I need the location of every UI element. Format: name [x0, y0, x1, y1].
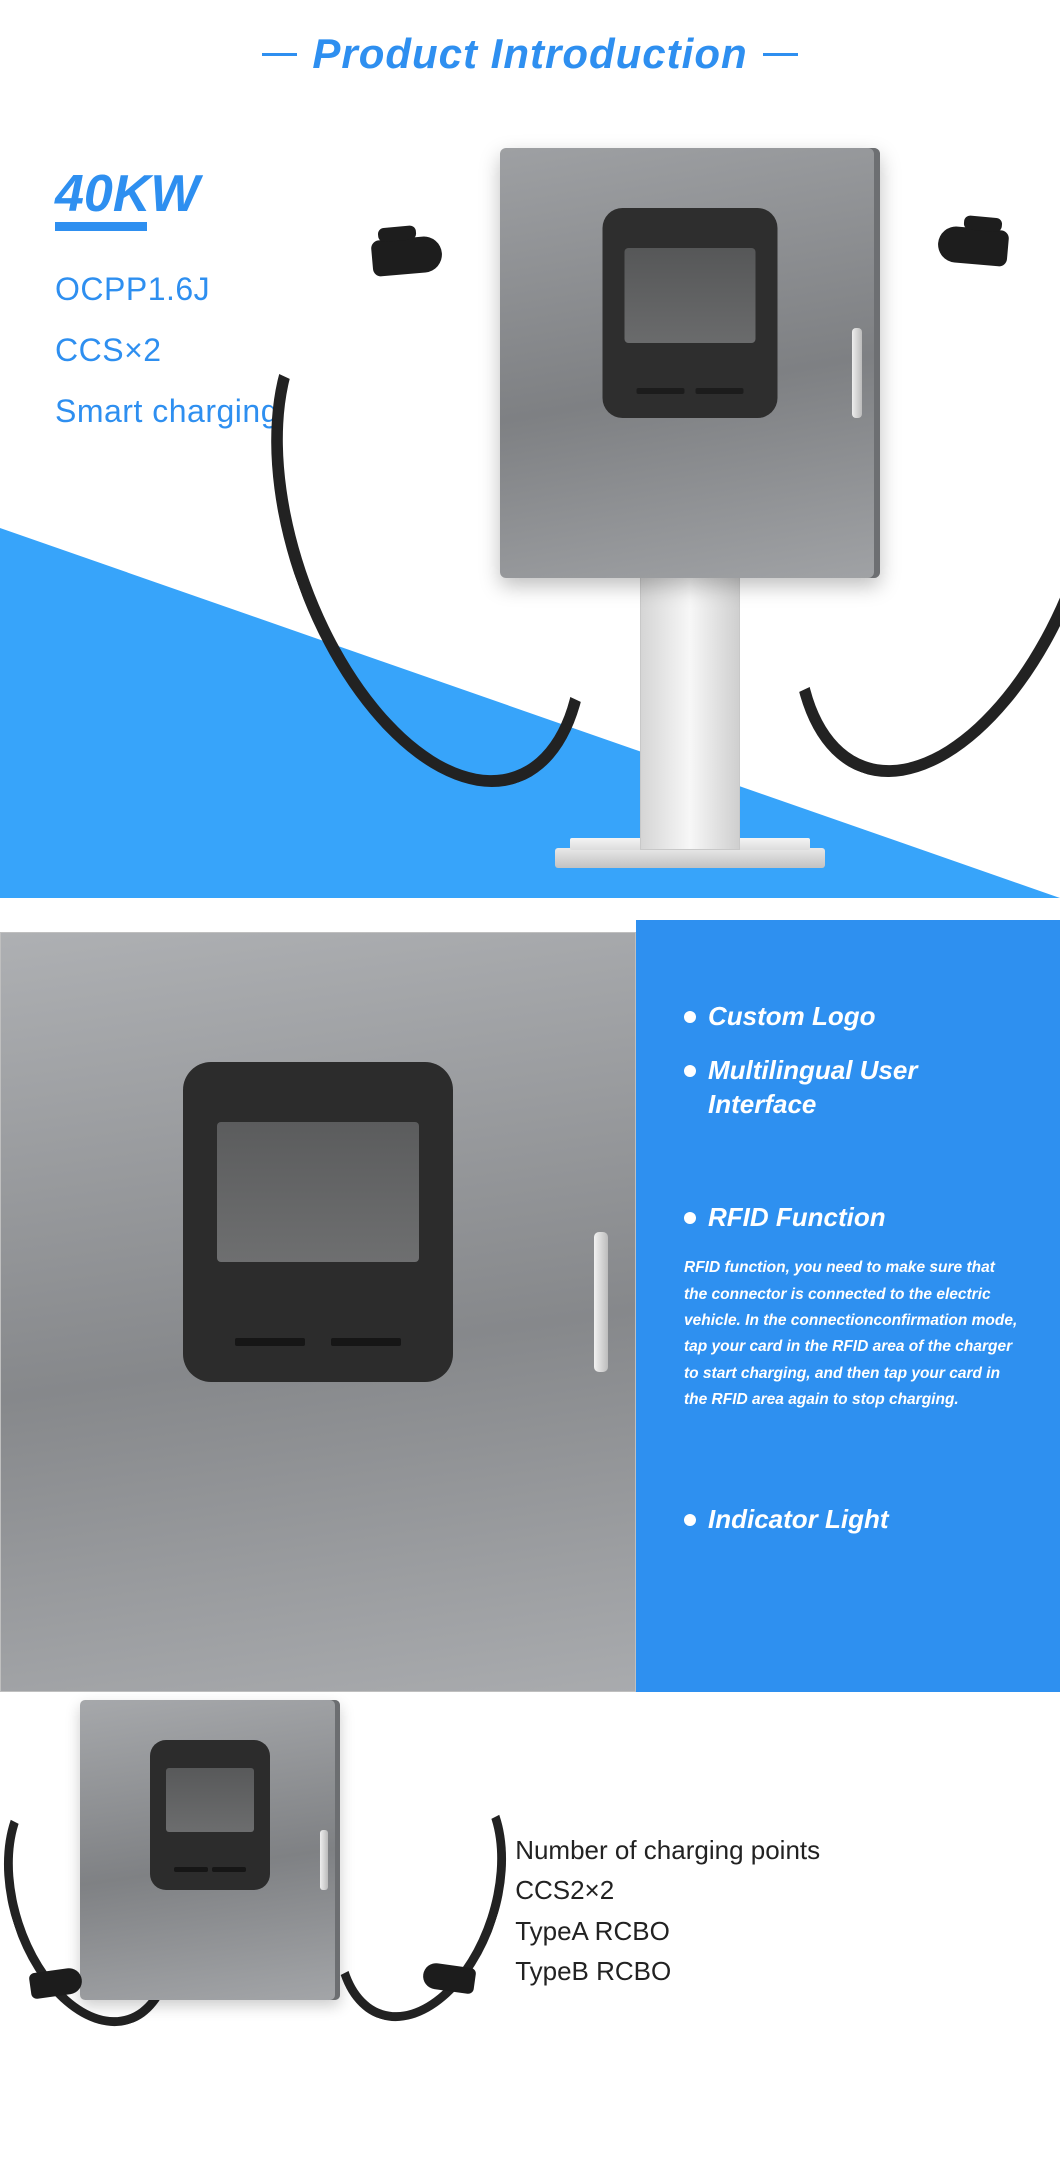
header-title: Product Introduction — [312, 30, 747, 78]
spec-line: CCS2×2 — [515, 1870, 1060, 1910]
feature-item: Indicator Light — [684, 1503, 1020, 1537]
feature-item: Custom Logo — [684, 1000, 1020, 1034]
features-section: Custom Logo Multilingual User Interface … — [0, 920, 1060, 1692]
feature-label: Custom Logo — [708, 1000, 876, 1034]
bullet-icon — [684, 1212, 696, 1224]
device-closeup-illustration — [0, 932, 636, 1692]
bottom-section: Number of charging points CCS2×2 TypeA R… — [0, 1710, 1060, 2030]
hero-spec-line: Smart charging — [55, 381, 279, 442]
screen-frame — [183, 1062, 453, 1382]
header-rule-left — [262, 53, 297, 56]
feature-label: Multilingual User Interface — [708, 1054, 1020, 1122]
stand-base — [555, 848, 825, 868]
door-handle-icon — [320, 1830, 328, 1890]
bottom-product-illustration — [0, 1710, 445, 2030]
hero-section: 40KW OCPP1.6J CCS×2 Smart charging — [0, 98, 1060, 898]
bullet-icon — [684, 1011, 696, 1023]
feature-item: Multilingual User Interface — [684, 1054, 1020, 1122]
charger-screen — [625, 248, 756, 343]
hero-power: 40KW — [55, 168, 279, 220]
card-slot-icon — [235, 1338, 305, 1346]
hero-product-illustration — [380, 148, 1000, 868]
lcd-screen — [217, 1122, 419, 1262]
indicator-label: Indicator Light — [708, 1503, 889, 1537]
door-handle-icon — [852, 328, 862, 418]
stand-pole — [640, 560, 740, 850]
ccs-connector-right — [937, 225, 1010, 267]
section-header: Product Introduction — [0, 0, 1060, 98]
bullet-icon — [684, 1514, 696, 1526]
features-text-panel: Custom Logo Multilingual User Interface … — [636, 920, 1060, 1692]
charger-unit — [500, 148, 880, 578]
card-slot-icon — [696, 388, 744, 394]
spec-line: Number of charging points — [515, 1830, 1060, 1870]
card-slot-icon — [212, 1867, 246, 1872]
screen-frame — [150, 1740, 270, 1890]
hero-spec-line: CCS×2 — [55, 320, 279, 381]
hero-power-underline — [55, 222, 147, 231]
rfid-title: RFID Function — [708, 1201, 886, 1235]
hero-spec-line: OCPP1.6J — [55, 259, 279, 320]
feature-item: RFID Function — [684, 1201, 1020, 1235]
bullet-icon — [684, 1065, 696, 1077]
card-slot-icon — [637, 388, 685, 394]
card-slot-icon — [331, 1338, 401, 1346]
charger-screen-frame — [603, 208, 778, 418]
features-image-panel — [0, 920, 636, 1692]
spec-line: TypeA RCBO — [515, 1911, 1060, 1951]
card-slot-icon — [174, 1867, 208, 1872]
lcd-screen — [166, 1768, 254, 1832]
rfid-description: RFID function, you need to make sure tha… — [684, 1255, 1020, 1413]
charger-unit-small — [80, 1700, 340, 2000]
door-handle-icon — [594, 1232, 608, 1372]
ccs-connector-left — [371, 235, 444, 277]
bottom-spec-list: Number of charging points CCS2×2 TypeA R… — [445, 1710, 1060, 2030]
header-rule-right — [763, 53, 798, 56]
hero-spec-block: 40KW OCPP1.6J CCS×2 Smart charging — [55, 168, 279, 441]
rfid-block: RFID Function RFID function, you need to… — [684, 1201, 1020, 1413]
spec-line: TypeB RCBO — [515, 1951, 1060, 1991]
